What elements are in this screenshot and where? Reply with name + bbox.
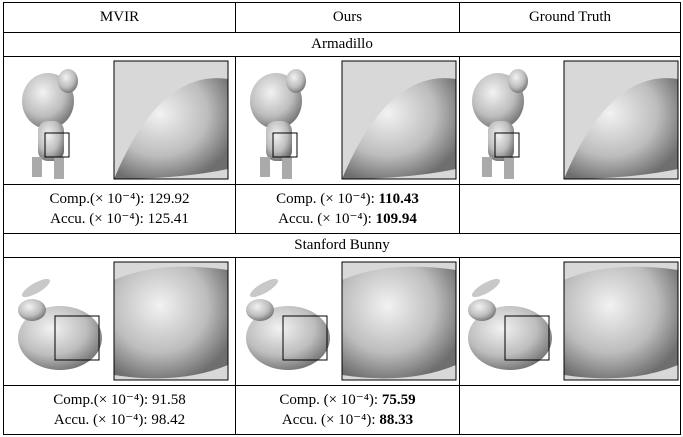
accu-value: 109.94 [375, 211, 417, 227]
section-title: Armadillo [3, 32, 681, 57]
accu-label: Accu. (× 10⁻⁴): [50, 211, 144, 227]
render-image [459, 56, 681, 185]
comp-label: Comp.(× 10⁻⁴): [53, 392, 149, 408]
accu-value: 88.33 [379, 412, 414, 428]
column-header: MVIR [3, 2, 236, 33]
render-image [3, 257, 236, 386]
metrics: Comp. (× 10⁻⁴): 75.59 Accu. (× 10⁻⁴): 88.… [235, 385, 460, 435]
comp-label: Comp. (× 10⁻⁴): [276, 191, 375, 207]
column-header: Ours [235, 2, 460, 33]
comp-value: 91.58 [151, 392, 186, 408]
comp-value: 110.43 [378, 191, 419, 207]
accu-label: Accu. (× 10⁻⁴): [281, 412, 376, 428]
comp-value: 129.92 [148, 191, 190, 207]
empty-cell [459, 184, 681, 234]
accu-label: Accu. (× 10⁻⁴): [53, 412, 148, 428]
comp-value: 75.59 [381, 392, 416, 408]
metrics: Comp.(× 10⁻⁴): 129.92 Accu. (× 10⁻⁴): 125… [3, 184, 236, 234]
mesh-render [468, 261, 679, 380]
accu-label: Accu. (× 10⁻⁴): [278, 211, 372, 227]
metrics: Comp.(× 10⁻⁴): 91.58 Accu. (× 10⁻⁴): 98.4… [3, 385, 236, 435]
render-image [3, 56, 236, 185]
mesh-render [17, 261, 228, 380]
column-header: Ground Truth [459, 2, 681, 33]
empty-cell [459, 385, 681, 435]
mesh-render [472, 60, 679, 179]
header-row: MVIR Ours Ground Truth [3, 2, 681, 33]
mesh-render [21, 60, 228, 179]
comp-label: Comp. (× 10⁻⁴): [279, 392, 379, 408]
accu-value: 125.41 [147, 211, 189, 227]
render-image [235, 56, 460, 185]
results-table: MVIR Ours Ground Truth Armadillo Comp.(×… [3, 2, 681, 435]
comp-label: Comp.(× 10⁻⁴): [49, 191, 145, 207]
metrics: Comp. (× 10⁻⁴): 110.43 Accu. (× 10⁻⁴): 10… [235, 184, 460, 234]
mesh-render [249, 60, 456, 179]
section-title: Stanford Bunny [3, 233, 681, 258]
render-image [459, 257, 681, 386]
render-image [235, 257, 460, 386]
accu-value: 98.42 [151, 412, 186, 428]
mesh-render [245, 261, 456, 380]
